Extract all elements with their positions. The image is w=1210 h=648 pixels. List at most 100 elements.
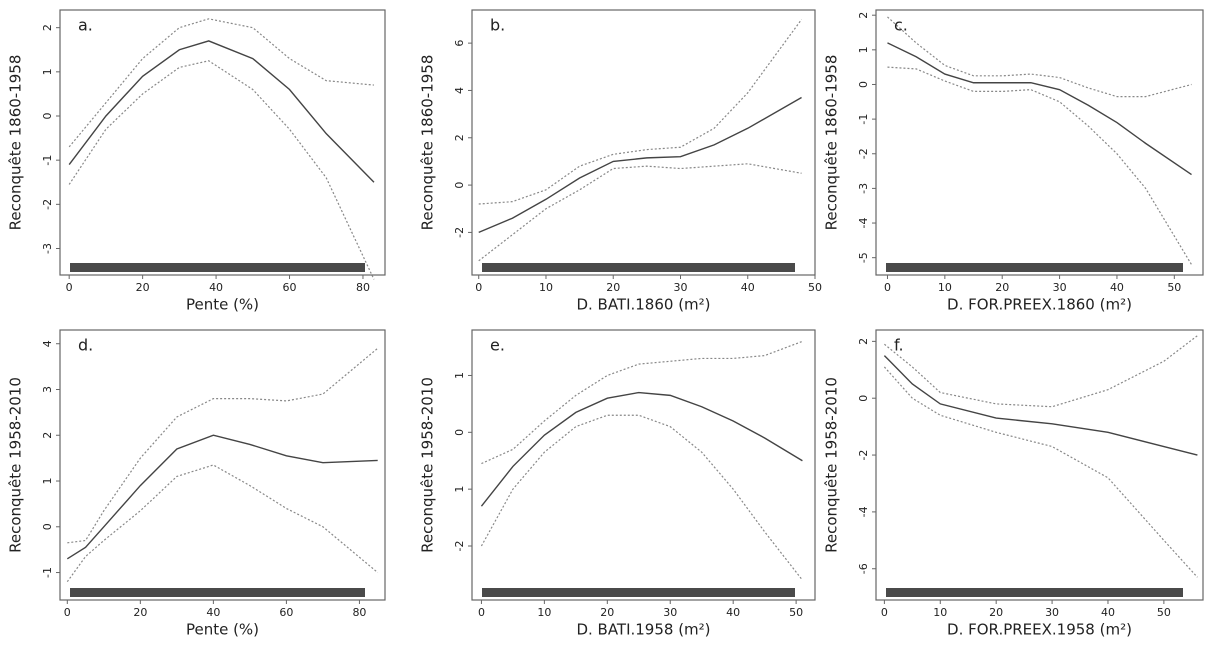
- x-axis-label: D. BATI.1860 (m²): [576, 296, 710, 314]
- x-tick-label: 40: [209, 281, 223, 294]
- y-tick-label: -1: [41, 155, 54, 166]
- y-tick-label: -4: [857, 506, 870, 517]
- curve: [66, 464, 379, 583]
- curve: [68, 18, 375, 148]
- y-tick-label: -3: [857, 183, 870, 194]
- y-tick-label: -2: [857, 148, 870, 159]
- y-tick-label: 1: [41, 478, 54, 485]
- x-axis-label: Pente (%): [186, 621, 259, 639]
- y-tick-label: -2: [41, 199, 54, 210]
- curve: [66, 434, 378, 560]
- x-tick-label: 0: [475, 281, 482, 294]
- x-tick-label: 50: [808, 281, 822, 294]
- y-tick-label: -1: [41, 567, 54, 578]
- x-axis-label: D. FOR.PREEX.1860 (m²): [947, 296, 1132, 314]
- x-tick-label: 20: [136, 281, 150, 294]
- plot-frame: [59, 9, 386, 276]
- x-axis-label: Pente (%): [186, 296, 259, 314]
- curve: [67, 347, 379, 544]
- x-tick-label: 60: [279, 606, 293, 619]
- x-tick-label: 10: [539, 281, 553, 294]
- y-tick-label: 2: [41, 24, 54, 31]
- panel-label: b.: [490, 16, 505, 35]
- x-tick-label: 40: [206, 606, 220, 619]
- y-tick-label: -6: [857, 563, 870, 574]
- x-tick-label: 80: [356, 281, 370, 294]
- x-axis-label: D. FOR.PREEX.1958 (m²): [947, 621, 1132, 639]
- y-tick-label: 0: [453, 429, 466, 436]
- x-tick-label: 10: [537, 606, 551, 619]
- y-tick-label: 0: [857, 395, 870, 402]
- y-tick-label: 3: [41, 386, 54, 393]
- y-tick-label: 0: [41, 523, 54, 530]
- y-tick-label: 1: [41, 68, 54, 75]
- plot-frame: [471, 9, 816, 276]
- curve: [883, 366, 1198, 578]
- y-tick-label: 1: [857, 46, 870, 53]
- x-tick-label: 0: [66, 281, 73, 294]
- x-tick-label: 30: [673, 281, 687, 294]
- y-tick-label: 4: [453, 87, 466, 94]
- curve: [480, 414, 803, 581]
- x-tick-label: 20: [606, 281, 620, 294]
- curve: [887, 66, 1193, 265]
- x-tick-label: 20: [600, 606, 614, 619]
- x-tick-label: 20: [995, 281, 1009, 294]
- x-tick-label: 0: [881, 606, 888, 619]
- plot-frame: [875, 329, 1204, 601]
- rug: [886, 588, 1183, 597]
- curve: [481, 340, 803, 465]
- y-tick-label: -3: [41, 243, 54, 254]
- plot-frame: [875, 9, 1204, 276]
- y-tick-label: -5: [857, 252, 870, 263]
- rug: [70, 588, 365, 597]
- y-axis-label: Reconquête 1860-1958: [823, 55, 841, 231]
- x-tick-label: 60: [283, 281, 297, 294]
- x-tick-label: 0: [478, 606, 485, 619]
- y-axis-label: Reconquête 1958-2010: [823, 377, 841, 553]
- plot-frame: [471, 329, 816, 601]
- y-tick-label: -4: [857, 218, 870, 229]
- panel-label: f.: [894, 336, 904, 355]
- y-tick-label: -2: [857, 450, 870, 461]
- rug: [886, 263, 1183, 272]
- curve: [68, 40, 375, 183]
- curve: [478, 163, 802, 262]
- rug: [482, 263, 795, 272]
- x-tick-label: 40: [1110, 281, 1124, 294]
- curve: [478, 96, 802, 234]
- x-tick-label: 0: [64, 606, 71, 619]
- x-axis-label: D. BATI.1958 (m²): [576, 621, 710, 639]
- y-tick-label: -1: [857, 114, 870, 125]
- x-tick-label: 30: [1045, 606, 1059, 619]
- y-tick-label: 2: [453, 134, 466, 141]
- curve: [480, 391, 803, 507]
- curve: [884, 335, 1198, 408]
- x-tick-label: 30: [1053, 281, 1067, 294]
- panel-label: e.: [490, 336, 505, 355]
- x-tick-label: 50: [1157, 606, 1171, 619]
- rug: [70, 263, 365, 272]
- y-tick-label: 0: [453, 182, 466, 189]
- x-tick-label: 40: [741, 281, 755, 294]
- x-tick-label: 10: [938, 281, 952, 294]
- panel-label: a.: [78, 16, 93, 35]
- x-tick-label: 40: [1101, 606, 1115, 619]
- curve: [68, 60, 375, 280]
- y-tick-label: 2: [857, 12, 870, 19]
- y-axis-label: Reconquête 1958-2010: [7, 377, 25, 553]
- y-tick-label: 2: [41, 432, 54, 439]
- x-tick-label: 20: [133, 606, 147, 619]
- panel-label: d.: [78, 336, 93, 355]
- y-tick-label: 1: [453, 372, 466, 379]
- x-tick-label: 0: [884, 281, 891, 294]
- y-tick-label: 2: [857, 338, 870, 345]
- x-tick-label: 30: [663, 606, 677, 619]
- y-tick-label: 1: [453, 486, 466, 493]
- x-tick-label: 20: [989, 606, 1003, 619]
- y-tick-label: -2: [453, 227, 466, 238]
- rug: [482, 588, 795, 597]
- y-tick-label: 6: [453, 40, 466, 47]
- x-tick-label: 40: [726, 606, 740, 619]
